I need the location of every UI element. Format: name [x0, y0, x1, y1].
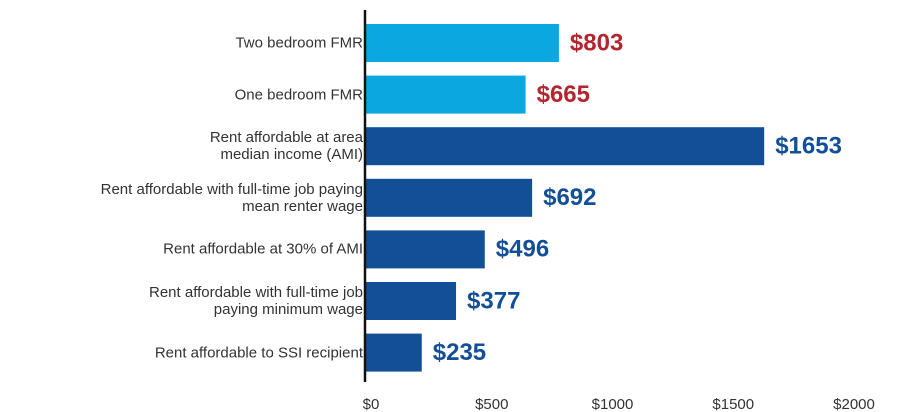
x-tick-label: $500: [475, 396, 508, 412]
x-tick-label: $1500: [712, 396, 754, 412]
x-tick-label: $1000: [592, 396, 634, 412]
x-tick-label: $0: [363, 396, 380, 412]
category-label: Two bedroom FMR: [235, 34, 363, 52]
bar: [365, 24, 559, 62]
x-tick-label: $2000: [833, 396, 875, 412]
value-label: $377: [467, 287, 520, 314]
category-label: Rent affordable at 30% of AMI: [163, 240, 363, 258]
category-label: Rent affordable to SSI recipient: [154, 344, 363, 362]
value-label: $692: [543, 184, 596, 211]
value-label: $1653: [775, 133, 842, 160]
bar: [365, 333, 422, 372]
category-label: One bedroom FMR: [234, 86, 363, 104]
bar: [365, 75, 526, 114]
bar: [365, 178, 533, 217]
value-label: $235: [433, 339, 486, 366]
category-label: Rent affordable with full-time job payin…: [100, 180, 363, 215]
bar: [365, 230, 485, 269]
value-label: $665: [537, 81, 590, 108]
category-label: Rent affordable with full-time job payin…: [149, 284, 363, 318]
value-label: $496: [496, 236, 549, 263]
category-label: Rent affordable at area median income (A…: [209, 129, 363, 164]
bar: [365, 127, 765, 166]
value-label: $803: [570, 29, 623, 56]
bar: [365, 282, 457, 320]
